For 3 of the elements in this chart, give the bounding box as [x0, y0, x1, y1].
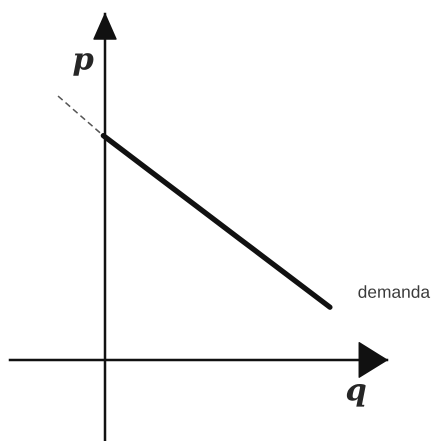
x-axis-title: q: [346, 384, 366, 407]
series-label: demanda: [358, 285, 430, 298]
y-axis-title: p: [73, 53, 94, 76]
